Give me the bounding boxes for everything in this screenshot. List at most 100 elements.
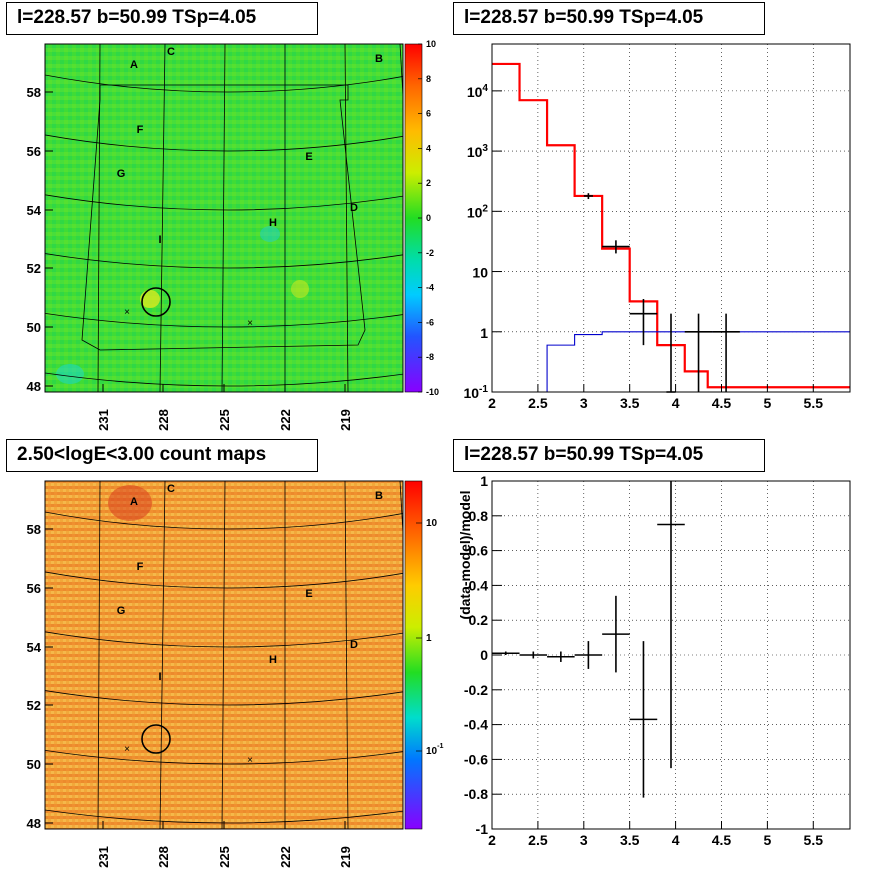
x-tick-label: 219	[338, 409, 353, 431]
y-tick-label: 0.2	[469, 612, 489, 628]
map-pixels	[45, 44, 403, 392]
meridian-line	[221, 44, 226, 392]
x-tick-label: 222	[278, 409, 293, 431]
source-label-i: I	[158, 671, 161, 683]
colorbar-label: 4	[426, 143, 431, 153]
y-tick-label: -1	[476, 821, 489, 837]
y-tick-label: 54	[27, 203, 42, 218]
spectrum-title: l=228.57 b=50.99 TSp=4.05	[453, 2, 765, 35]
y-tick-label: 58	[27, 85, 41, 100]
x-tick-label: 4.5	[712, 395, 732, 411]
source-label-b: B	[375, 490, 383, 502]
tsmap-title: l=228.57 b=50.99 TSp=4.05	[6, 2, 318, 35]
source-label-i: I	[158, 234, 161, 246]
x-tick-label: 4.5	[712, 832, 732, 848]
dim-blob	[56, 364, 84, 384]
x-tick-label: 228	[156, 409, 171, 431]
dim-blob	[260, 226, 280, 242]
y-tick-label: 50	[27, 757, 41, 772]
colorbar-label: 10-1	[426, 741, 444, 757]
meridian-line	[159, 481, 166, 829]
x-tick-label: 3.5	[620, 395, 640, 411]
x-tick-label: 225	[217, 846, 232, 868]
y-tick-label: 54	[27, 640, 42, 655]
source-label-f: F	[137, 124, 144, 136]
parallel-line	[45, 571, 403, 589]
y-tick-label: 0	[480, 647, 488, 663]
x-tick-label: 5.5	[804, 395, 824, 411]
graticule	[45, 44, 403, 392]
colorbar-label: -10	[426, 387, 439, 397]
colorbar-label: 6	[426, 109, 431, 119]
parallel-line	[45, 134, 403, 152]
meridian-line	[221, 481, 226, 829]
x-tick-label: 2.5	[528, 395, 548, 411]
y-tick-label: -0.4	[464, 717, 488, 733]
y-tick-label: 0.6	[469, 543, 489, 559]
parallel-line	[45, 809, 403, 824]
countmap-title: 2.50<logE<3.00 count maps	[6, 439, 318, 472]
x-tick-label: 231	[96, 846, 111, 868]
colorbar	[405, 44, 422, 392]
y-tick-label: 58	[27, 522, 41, 537]
y-tick-label: 52	[27, 261, 41, 276]
meridian-line	[159, 44, 166, 392]
parallel-line	[45, 690, 403, 706]
colorbar-frame	[404, 480, 423, 830]
meridian-line	[344, 481, 349, 829]
y-tick-label: 0.8	[469, 508, 489, 524]
bright-blob	[108, 485, 152, 521]
x-tick-label: 2	[488, 395, 496, 411]
x-tick-label: 225	[217, 409, 232, 431]
colorbar-label: 10	[426, 39, 436, 49]
colorbar-label: -6	[426, 317, 434, 327]
x-tick-label: 228	[156, 846, 171, 868]
colorbar-label: -4	[426, 283, 434, 293]
x-tick-label: 5	[763, 832, 771, 848]
x-tick-label: 4	[672, 832, 680, 848]
y-tick-label: 1	[480, 473, 488, 489]
y-tick-label: 48	[27, 379, 41, 394]
target-circle	[141, 287, 171, 317]
source-label-a: A	[130, 59, 138, 71]
map-pixels	[45, 481, 403, 829]
source-label-g: G	[117, 605, 126, 617]
y-tick-label: 1	[480, 325, 488, 341]
x-tick-label: 3	[580, 832, 588, 848]
x-tick-label: 3	[580, 395, 588, 411]
model-total-step	[492, 62, 850, 389]
parallel-line	[45, 749, 403, 765]
colorbar-label: -8	[426, 352, 434, 362]
residuals-title: l=228.57 b=50.99 TSp=4.05	[453, 439, 765, 472]
y-tick-label: -0.6	[464, 751, 488, 767]
source-label-b: B	[375, 53, 383, 65]
x-tick-label: 2.5	[528, 832, 548, 848]
source-label-e: E	[305, 588, 312, 600]
parallel-line	[45, 511, 403, 530]
parallel-line	[45, 253, 403, 269]
y-tick-label: 102	[467, 203, 489, 220]
x-tick-label: 5.5	[804, 832, 824, 848]
x-tick-label: 3.5	[620, 832, 640, 848]
roi-outline	[81, 84, 366, 351]
source-label-a: A	[130, 496, 138, 508]
colorbar-label: 10	[426, 518, 438, 529]
spectrum-panel: 2 2.5 3 3.5 4 4.5 5 5.5 10-1 1 10 102 103 104	[463, 43, 851, 411]
y-tick-label: 50	[27, 320, 41, 335]
meridian-line	[97, 481, 101, 829]
x-tick-label: 222	[278, 846, 293, 868]
colorbar-label: 2	[426, 178, 431, 188]
source-label-g: G	[117, 168, 126, 180]
source-label-c: C	[167, 483, 175, 495]
y-axis-label: (data-model)/model	[457, 490, 473, 619]
y-tick-label: 52	[27, 698, 41, 713]
y-tick-label: 10	[472, 265, 488, 281]
plot-frame	[491, 43, 851, 393]
cross-marker: ×	[247, 755, 253, 766]
x-tick-label: 5	[763, 395, 771, 411]
source-label-f: F	[137, 561, 144, 573]
x-tick-label: 219	[338, 846, 353, 868]
y-tick-label: 0.4	[469, 577, 489, 593]
